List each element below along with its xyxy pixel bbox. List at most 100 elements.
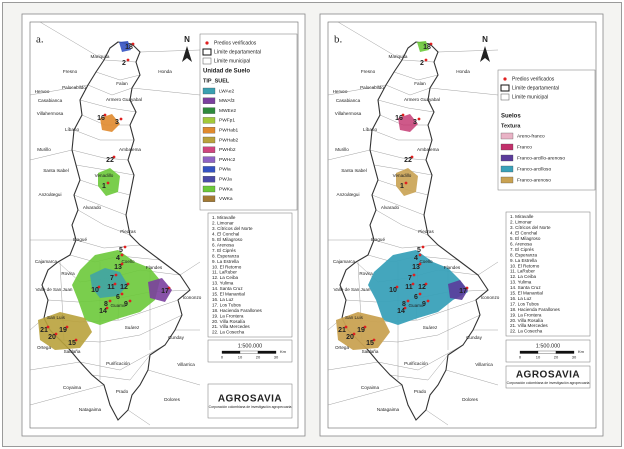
farm-marker	[105, 306, 109, 310]
farm-marker	[417, 117, 421, 121]
municipality-label: Dolores	[462, 397, 479, 402]
farm-marker	[131, 42, 135, 46]
municipality-label: Armero Guayabal	[404, 97, 440, 102]
soil-unit	[100, 114, 120, 132]
panel-label: b.	[334, 34, 343, 46]
farm-marker	[126, 58, 130, 62]
scale-tick-label: 30	[274, 355, 279, 360]
farm-number: 2	[122, 60, 126, 67]
farm-list-item: 22. La Cosecha	[510, 329, 543, 334]
legend-class: PWKa	[219, 186, 233, 192]
farm-number: 22	[106, 157, 114, 164]
soil-unit	[98, 168, 120, 196]
farm-number: 8	[104, 301, 108, 308]
soil-unit	[38, 312, 92, 350]
legend-class: Franco-arcilloso	[517, 166, 551, 172]
municipality-label: Piedras	[418, 229, 434, 234]
municipality-label: Cajamarca	[35, 259, 58, 264]
north-arrow	[480, 46, 490, 62]
scale-unit: Km	[578, 349, 585, 354]
scale-tick-label: 20	[554, 355, 559, 360]
municipality-label: Ibagué	[73, 237, 87, 242]
municipality-label: Purificación	[106, 361, 130, 366]
municipality-label: Venadillo	[95, 173, 114, 178]
farm-list-item: 17. Los Tubos	[212, 302, 242, 307]
municipality-label: Natagaima	[377, 407, 400, 412]
farm-number: 4	[414, 255, 418, 262]
municipality-label: Falan	[414, 81, 426, 86]
logo: AGROSAVIA	[218, 394, 282, 405]
farm-marker	[97, 285, 101, 289]
farm-list-item: 15. El Manantial	[212, 292, 245, 297]
legend-class: MWAf3	[219, 98, 235, 104]
farm-list-box	[505, 211, 591, 337]
legend-swatch	[202, 146, 216, 153]
logo: AGROSAVIA	[516, 370, 580, 381]
farm-list-item: 19. La Frontera	[510, 312, 542, 317]
farm-number: 18	[423, 44, 431, 51]
farm-list-item: 4. El Conchal	[510, 231, 537, 236]
farm-list-item: 5. El Milagroso	[510, 236, 541, 241]
farm-list-item: 13. Yulima	[510, 280, 532, 285]
farm-list-item: 6. Arenosa	[212, 242, 234, 247]
north-label: N	[184, 35, 190, 44]
municipality-label: Cajamarca	[333, 259, 356, 264]
farm-number: 19	[59, 327, 67, 334]
panel: b. Mariquita Honda Fresno Falan Palocabildo He…	[319, 13, 604, 437]
farm-marker	[426, 299, 430, 303]
farm-marker	[113, 282, 117, 286]
farm-list-item: 12. La Ceiba	[212, 275, 238, 280]
legend-swatch	[202, 156, 216, 163]
farm-marker	[403, 306, 407, 310]
farm-list-item: 9. La Estrella	[212, 259, 239, 264]
farm-number: 15	[366, 340, 374, 347]
legend-item: Predios verificados	[214, 40, 257, 46]
farm-marker	[46, 325, 50, 329]
farm-marker	[103, 113, 107, 117]
farm-marker	[112, 155, 116, 159]
municipality-label: Falan	[116, 81, 128, 86]
farm-list-item: 11. LaRuber	[510, 269, 535, 274]
municipality-label: Fresno	[361, 69, 376, 74]
scale-tick-label: 10	[238, 355, 243, 360]
municipality-label: Coyaima	[361, 385, 380, 390]
farm-list-item: 8. Esperanza	[510, 252, 538, 257]
municipality-label: San Luis	[345, 315, 364, 320]
farm-number: 21	[338, 327, 346, 334]
farm-marker	[106, 181, 110, 185]
municipality-label: Coello	[419, 259, 432, 264]
legend-swatch	[500, 165, 514, 173]
municipality-label: Palocabildo	[62, 85, 86, 90]
farm-marker	[465, 286, 469, 290]
municipality-label: Suárez	[423, 325, 438, 330]
municipality-label: Rovira	[61, 271, 75, 276]
municipality-label: Palocabildo	[360, 85, 384, 90]
farm-number: 2	[420, 60, 424, 67]
farm-list-item: 8. Esperanza	[212, 253, 240, 258]
farm-list-item: 11. LaRuber	[212, 270, 237, 275]
farm-number: 21	[40, 327, 48, 334]
logo-tagline: Corporación colombiana de investigación …	[209, 405, 292, 409]
farm-marker	[126, 282, 130, 286]
municipality-label: Ortega	[335, 345, 349, 350]
farm-number: 9	[422, 301, 426, 308]
municipality-label: Fresno	[63, 69, 78, 74]
soil-unit	[368, 250, 468, 325]
legend-box	[199, 33, 298, 211]
farm-list-item: 2. Limonar	[510, 220, 532, 225]
farm-marker	[404, 181, 408, 185]
farm-number: 12	[418, 284, 426, 291]
municipality-label: Saldaña	[64, 349, 81, 354]
municipality-label: Prado	[116, 389, 129, 394]
legend-title: Suelos	[501, 114, 521, 120]
municipality-label: Ortega	[37, 345, 51, 350]
farm-list-item: 14. Santa Cruz	[510, 285, 541, 290]
municipality-label: Casabianca	[38, 98, 63, 103]
scale-tick-label: 30	[572, 355, 577, 360]
farm-list-item: 5. El Milagroso	[212, 237, 243, 242]
municipality-label: Icononzo	[183, 295, 202, 300]
legend-farm-symbol	[503, 77, 507, 81]
farm-marker	[54, 332, 58, 336]
